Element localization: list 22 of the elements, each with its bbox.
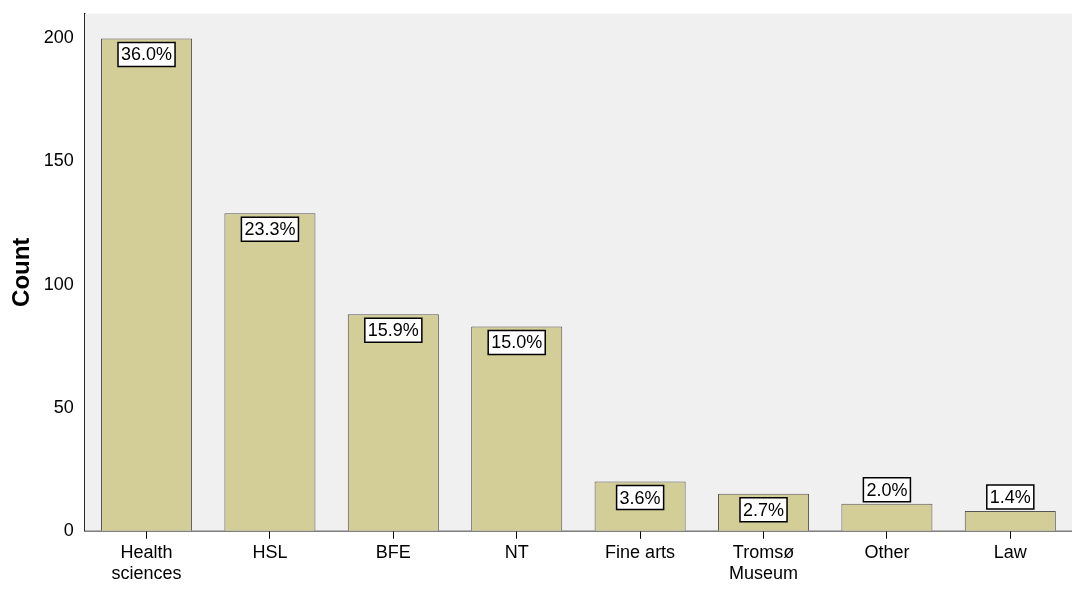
x-tick-label: HSL: [252, 541, 288, 562]
annotation: 15.9%: [367, 320, 419, 341]
annotation: 36.0%: [121, 44, 173, 65]
annotation: 3.6%: [619, 487, 661, 508]
annotation: 1.4%: [989, 487, 1031, 508]
y-tick-label: 200: [43, 27, 74, 48]
annotation: 2.7%: [742, 499, 785, 520]
y-tick-label: 50: [53, 396, 74, 417]
y-tick-label: 0: [63, 519, 74, 540]
x-tick-label: Tromsø Museum: [728, 541, 799, 584]
annotation: 23.3%: [244, 219, 296, 240]
y-tick-label: 100: [43, 273, 74, 294]
x-tick-label: Fine arts: [605, 541, 676, 562]
annotation: 2.0%: [866, 479, 908, 500]
x-tick-label: Law: [993, 541, 1028, 562]
annotation: 15.0%: [491, 332, 543, 353]
y-axis-title: Count: [7, 237, 35, 307]
x-tick-label: NT: [504, 541, 529, 562]
x-tick-label: Health sciences: [111, 541, 182, 584]
x-tick-label: BFE: [375, 541, 411, 562]
x-tick-label: Other: [864, 541, 910, 562]
y-tick-label: 150: [43, 150, 74, 171]
